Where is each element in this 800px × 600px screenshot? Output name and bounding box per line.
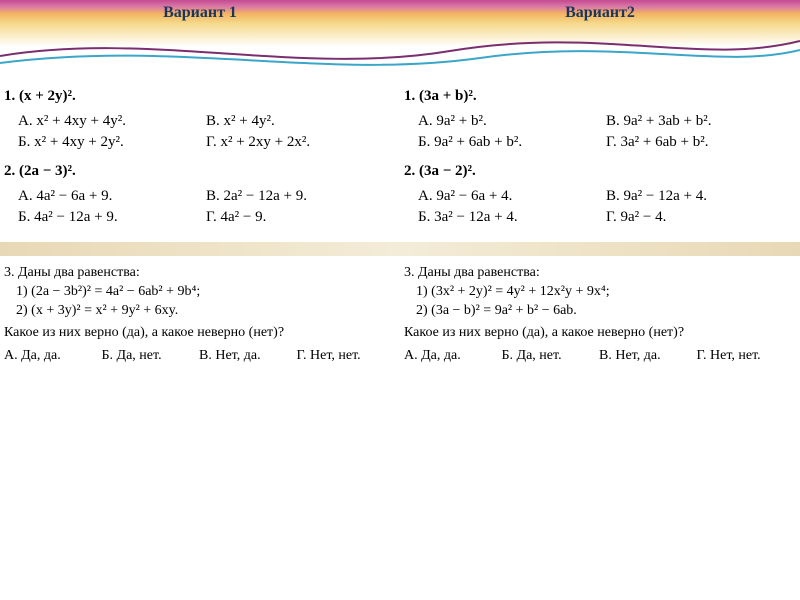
v1-p2-title: 2. (2a − 3)². <box>4 163 394 180</box>
v1-col: 1. (x + 2y)². А. x² + 4xy + 4y². В. x² +… <box>0 78 400 242</box>
v2-p1-a: А. 9a² + b². <box>418 111 606 132</box>
v2-p2-answers: А. 9a² − 6a + 4. В. 9a² − 12a + 4. Б. 3a… <box>404 186 794 228</box>
v1-p1-b: Б. x² + 4xy + 2y². <box>18 132 206 153</box>
v1-p3-title: 3. Даны два равенства: <box>4 265 394 281</box>
v1-p1-a: А. x² + 4xy + 4y². <box>18 111 206 132</box>
variant1-title: Вариант 1 <box>0 2 400 22</box>
v1-p2-a: А. 4a² − 6a + 9. <box>18 186 206 207</box>
v2-p3-b: Б. Да, нет. <box>502 348 600 364</box>
v2-p3-answers: А. Да, да. Б. Да, нет. В. Нет, да. Г. Не… <box>404 344 794 366</box>
v1-p3-question: Какое из них верно (да), а какое неверно… <box>4 325 394 341</box>
v1-p1-c: В. x² + 4y². <box>206 111 394 132</box>
v2-col: 1. (3a + b)². А. 9a² + b². В. 9a² + 3ab … <box>400 78 800 242</box>
v2-p3-a: А. Да, да. <box>404 348 502 364</box>
v1-p3: 3. Даны два равенства: 1) (2a − 3b²)² = … <box>0 256 400 368</box>
v1-p3-b: Б. Да, нет. <box>102 348 200 364</box>
separator-band <box>0 242 800 256</box>
v1-p2-d: Г. 4a² − 9. <box>206 207 394 228</box>
v1-p3-a: А. Да, да. <box>4 348 102 364</box>
v2-p1-answers: А. 9a² + b². В. 9a² + 3ab + b². Б. 9a² +… <box>404 111 794 153</box>
variant2-title: Вариант2 <box>400 2 800 22</box>
v2-p1-d: Г. 3a² + 6ab + b². <box>606 132 794 153</box>
v2-p2-c: В. 9a² − 12a + 4. <box>606 186 794 207</box>
v2-p3-title: 3. Даны два равенства: <box>404 265 794 281</box>
v2-p1-c: В. 9a² + 3ab + b². <box>606 111 794 132</box>
header-titles: Вариант 1 Вариант2 <box>0 2 800 22</box>
v1-p1-title: 1. (x + 2y)². <box>4 88 394 105</box>
v1-p2-c: В. 2a² − 12a + 9. <box>206 186 394 207</box>
v1-p3-c: В. Нет, да. <box>199 348 297 364</box>
v2-p2-d: Г. 9a² − 4. <box>606 207 794 228</box>
v1-p3-eq2: 2) (x + 3y)² = x² + 9y² + 6xy. <box>4 303 394 319</box>
header-band: Вариант 1 Вариант2 <box>0 0 800 78</box>
v2-p3-question: Какое из них верно (да), а какое неверно… <box>404 325 794 341</box>
v2-p3-eq2: 2) (3a − b)² = 9a² + b² − 6ab. <box>404 303 794 319</box>
v2-p1-title: 1. (3a + b)². <box>404 88 794 105</box>
v2-p3-c: В. Нет, да. <box>599 348 697 364</box>
wave-decoration <box>0 28 800 78</box>
v1-p3-eq1: 1) (2a − 3b²)² = 4a² − 6ab² + 9b⁴; <box>4 284 394 300</box>
v1-p2-answers: А. 4a² − 6a + 9. В. 2a² − 12a + 9. Б. 4a… <box>4 186 394 228</box>
problems-block-1: 1. (x + 2y)². А. x² + 4xy + 4y². В. x² +… <box>0 78 800 242</box>
v2-p3: 3. Даны два равенства: 1) (3x² + 2y)² = … <box>400 256 800 368</box>
v2-p2-a: А. 9a² − 6a + 4. <box>418 186 606 207</box>
v1-p1-d: Г. x² + 2xy + 2x². <box>206 132 394 153</box>
v1-p3-d: Г. Нет, нет. <box>297 348 395 364</box>
v2-p2-title: 2. (3a − 2)². <box>404 163 794 180</box>
v2-p2-b: Б. 3a² − 12a + 4. <box>418 207 606 228</box>
v2-p3-eq1: 1) (3x² + 2y)² = 4y² + 12x²y + 9x⁴; <box>404 284 794 300</box>
v1-p2-b: Б. 4a² − 12a + 9. <box>18 207 206 228</box>
v1-p3-answers: А. Да, да. Б. Да, нет. В. Нет, да. Г. Не… <box>4 344 394 366</box>
v2-p1-b: Б. 9a² + 6ab + b². <box>418 132 606 153</box>
v1-p1-answers: А. x² + 4xy + 4y². В. x² + 4y². Б. x² + … <box>4 111 394 153</box>
problems-block-2: 3. Даны два равенства: 1) (2a − 3b²)² = … <box>0 256 800 368</box>
v2-p3-d: Г. Нет, нет. <box>697 348 795 364</box>
